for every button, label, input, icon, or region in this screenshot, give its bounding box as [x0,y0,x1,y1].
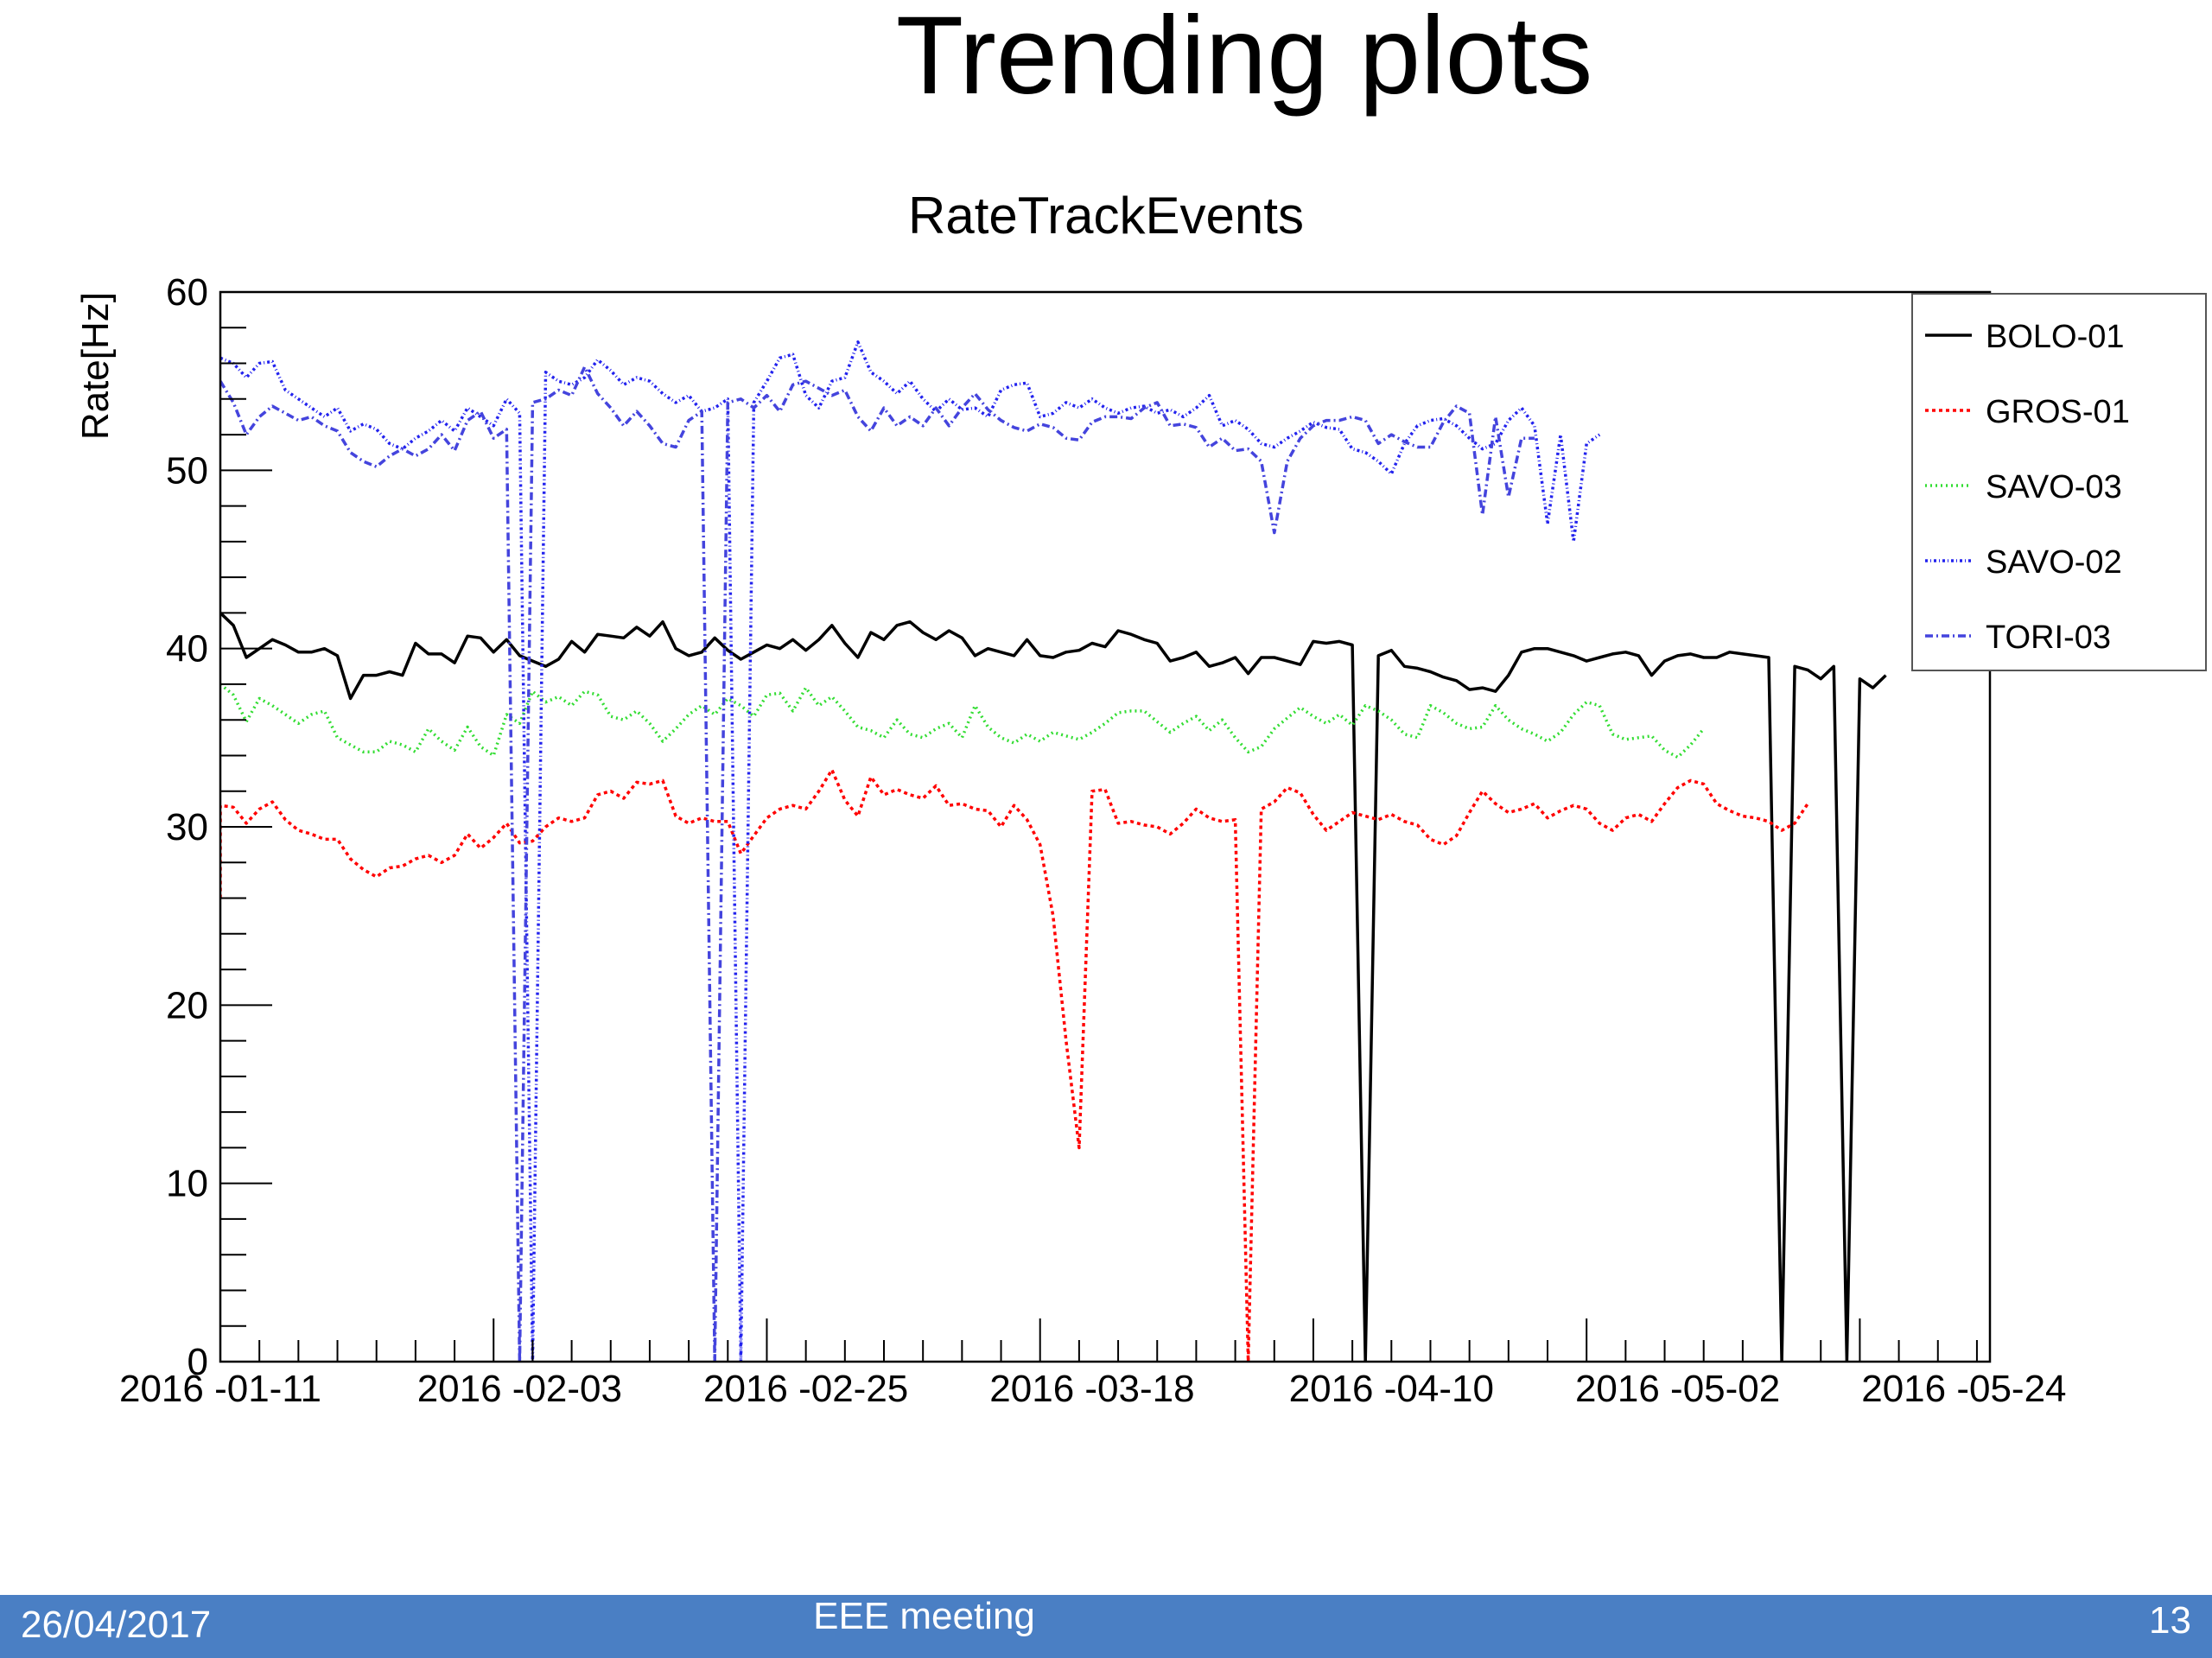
series-line-bolo-01 [220,612,1887,1362]
legend-label: BOLO-01 [1986,319,2125,355]
y-tick-label: 30 [166,806,208,848]
legend-label: SAVO-02 [1986,544,2122,581]
series-line-savo-02 [220,340,1601,1362]
x-tick-label: 2016 -03-18 [989,1368,1194,1410]
x-tick-label: 2016 -02-25 [703,1368,908,1410]
legend-label: SAVO-03 [1986,469,2122,505]
footer-date: 26/04/2017 [21,1604,212,1646]
y-tick-label: 40 [166,628,208,670]
x-tick-label: 2016 -05-02 [1575,1368,1780,1410]
y-tick-label: 60 [166,271,208,314]
series-line-gros-01 [220,768,1809,1362]
y-tick-label: 0 [188,1341,208,1383]
y-tick-label: 20 [166,984,208,1026]
y-tick-label: 50 [166,449,208,492]
y-tick-label: 10 [166,1163,208,1205]
legend-box [1911,293,2207,671]
x-tick-label: 2016 -05-24 [1861,1368,2066,1410]
footer-bar: 26/04/2017 EEE meeting 13 [0,1595,2212,1658]
y-axis-label: Rate[Hz] [74,292,117,440]
chart-title: RateTrackEvents [908,187,1304,245]
slide-title: Trending plots [895,0,1593,118]
x-tick-label: 2016 -02-03 [417,1368,622,1410]
legend-label: GROS-01 [1986,394,2130,430]
series-line-tori-03 [220,365,1535,1362]
x-tick-label: 2016 -01-11 [119,1368,321,1410]
x-tick-label: 2016 -04-10 [1289,1368,1494,1410]
footer-event-name: EEE meeting [813,1595,1035,1637]
footer-page-number: 13 [2149,1599,2191,1642]
legend: BOLO-01 GROS-01 SAVO-03 SAVO-02 TORI-03 [1911,293,2207,671]
legend-label: TORI-03 [1986,619,2111,656]
plot-area-frame [219,290,1992,1363]
rate-track-events-chart: RateTrackEvents Rate[Hz] 0 10 20 30 40 50 60 20… [74,187,2207,1410]
series-line-savo-03 [220,683,1706,759]
